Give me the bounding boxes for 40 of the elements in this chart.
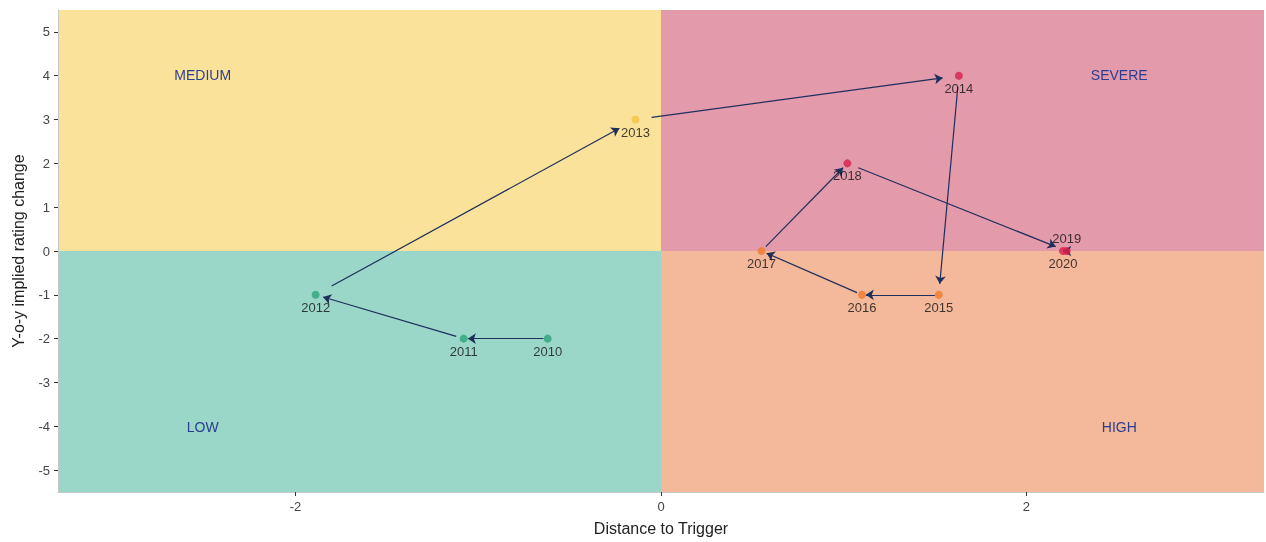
y-tick-label: 0 — [42, 243, 50, 259]
annotation: 2016 — [847, 299, 877, 315]
y-tick-label: 4 — [42, 68, 50, 84]
y-axis-title: Y-o-y implied rating change — [9, 154, 27, 348]
x-tick-label: 2 — [1022, 499, 1031, 514]
annotation: 2020 — [1048, 256, 1078, 272]
annotation: 2017 — [747, 256, 776, 272]
annotation: 2012 — [301, 299, 331, 315]
annotation: 2018 — [832, 168, 862, 184]
point — [858, 290, 866, 299]
y-tick-label: 3 — [42, 112, 50, 128]
annotation: 2013 — [620, 124, 650, 140]
annotation: SEVERE — [1090, 67, 1148, 84]
point — [543, 334, 552, 343]
y-tick-label: 1 — [42, 199, 50, 215]
y-tick-label: -1 — [38, 287, 50, 303]
x-tick-label: 0 — [657, 499, 665, 514]
y-tick-label: 2 — [42, 155, 50, 171]
annotation: MEDIUM — [174, 67, 232, 84]
y-tick-label: -2 — [38, 331, 50, 347]
annotation: 2014 — [944, 80, 974, 96]
annotation: 2010 — [533, 343, 563, 359]
point — [311, 290, 320, 299]
y-tick-label: -5 — [38, 462, 50, 478]
y-tick-label: 5 — [42, 24, 50, 40]
annotation: 2015 — [924, 299, 954, 315]
point — [954, 71, 963, 80]
point — [631, 115, 640, 124]
annotation: HIGH — [1101, 418, 1137, 435]
point — [843, 159, 852, 168]
point — [757, 247, 766, 255]
annotation: LOW — [186, 418, 219, 435]
x-axis-title: Distance to Trigger — [593, 519, 729, 537]
point — [459, 334, 468, 343]
x-tick-label: -2 — [289, 499, 302, 514]
y-tick-label: -3 — [38, 374, 50, 390]
point — [934, 290, 943, 299]
annotation: 2011 — [449, 343, 478, 359]
annotation: 2019 — [1052, 230, 1082, 246]
y-tick-label: -4 — [38, 418, 50, 434]
